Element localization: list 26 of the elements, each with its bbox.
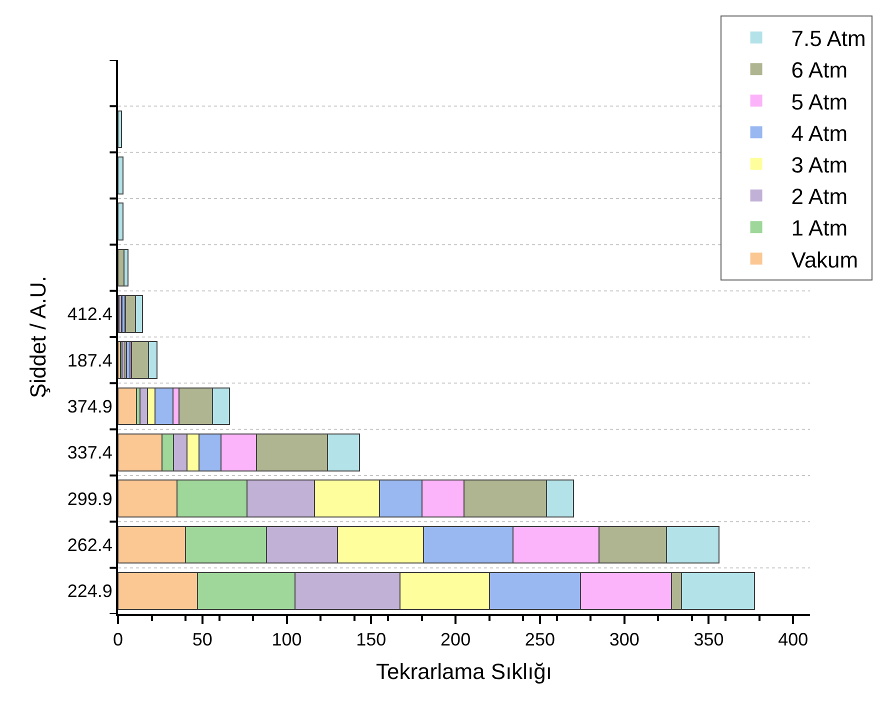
y-tick-label: 224.9 [67,581,112,602]
x-tick-label: 0 [112,630,124,650]
x-tick-label: 250 [524,630,555,650]
y-axis-title: Şiddet / A.U. [26,276,51,398]
x-tick-label: 300 [609,630,640,650]
y-tick-label: 299.9 [67,488,112,509]
x-tick-label: 100 [272,630,302,650]
y-tick-label: 412.4 [67,304,112,324]
legend-label: 7.5 Atm [791,26,866,52]
y-tick-label: 262.4 [67,535,112,556]
x-tick-label: 200 [440,630,471,650]
legend-label: 5 Atm [791,89,848,114]
x-axis-title: Tekrarlama Sıklığı [376,659,552,684]
legend-label: 6 Atm [791,58,848,83]
x-tick-label: 350 [694,630,724,650]
y-tick-label: 187.4 [67,350,112,370]
legend-label: Vakum [791,247,858,272]
y-tick-label: 337.4 [67,442,112,463]
legend-label: 3 Atm [791,152,848,178]
legend-label: 1 Atm [791,216,848,241]
legend-label: 4 Atm [791,120,848,146]
y-tick-label: 374.9 [67,396,112,417]
x-tick-label: 50 [192,630,212,650]
x-tick-label: 150 [356,630,386,650]
x-tick-label: 400 [778,630,808,650]
legend-label: 2 Atm [791,184,848,210]
